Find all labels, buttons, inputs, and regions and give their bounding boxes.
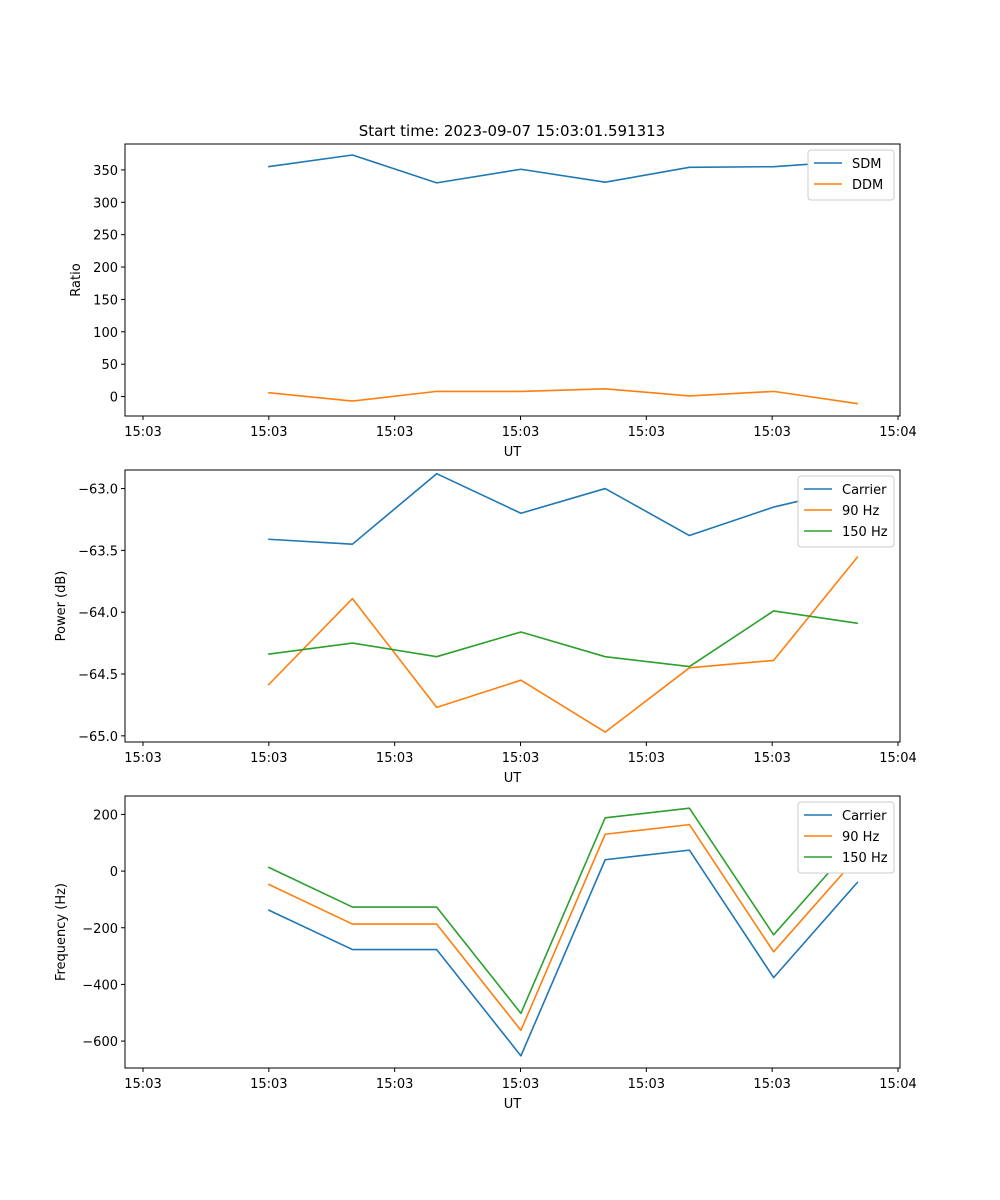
series-line-carrier (268, 472, 859, 545)
x-tick-label: 15:03 (376, 751, 413, 766)
y-tick-label: 150 (93, 293, 118, 308)
legend-label: Carrier (842, 809, 887, 824)
y-tick-label: −600 (82, 1035, 118, 1050)
y-tick-label: −64.5 (78, 668, 118, 683)
series-line-sdm (268, 154, 858, 184)
x-tick-label: 15:03 (502, 751, 539, 766)
x-tick-label: 15:04 (879, 1077, 916, 1092)
x-tick-label: 15:03 (753, 1077, 790, 1092)
x-tick-label: 15:03 (250, 751, 287, 766)
x-axis-label: UT (504, 445, 522, 460)
y-tick-label: 0 (110, 391, 118, 406)
y-tick-label: 200 (93, 808, 118, 823)
legend-box (797, 475, 895, 548)
x-tick-label: 15:04 (879, 425, 916, 440)
series-line-ddm (268, 387, 858, 405)
y-tick-label: −64.0 (78, 606, 118, 621)
y-tick-label: 300 (93, 196, 118, 211)
y-tick-label: −400 (82, 978, 118, 993)
legend-box (797, 801, 895, 874)
x-axis-label: UT (504, 771, 522, 786)
x-axis-label: UT (504, 1097, 522, 1112)
x-tick-label: 15:03 (124, 425, 161, 440)
y-tick-label: 350 (93, 164, 118, 179)
x-tick-label: 15:03 (502, 1077, 539, 1092)
legend-label: Carrier (842, 483, 887, 498)
series-line-90-hz (267, 823, 859, 1032)
series-line-90-hz (267, 556, 859, 733)
plot-frame (124, 795, 901, 1069)
y-tick-label: 250 (93, 229, 118, 244)
frequency-panel: −600 −400 −200 0 200 15:03 15:03 15:03 15:03 15:0… (54, 795, 917, 1112)
y-tick-label: −63.5 (78, 544, 118, 559)
legend-label: 150 Hz (842, 851, 888, 866)
x-tick-label: 15:03 (753, 751, 790, 766)
y-axis-label: Power (dB) (54, 571, 69, 642)
legend-label: DDM (852, 178, 883, 193)
y-axis-label: Frequency (Hz) (54, 883, 69, 981)
x-tick-label: 15:03 (250, 425, 287, 440)
plot-frame (124, 469, 901, 743)
y-tick-label: 100 (93, 326, 118, 341)
x-tick-label: 15:04 (879, 751, 916, 766)
x-tick-label: 15:03 (250, 1077, 287, 1092)
power-panel: −65.0 −64.5 −64.0 −63.5 −63.0 15:03 15:03 15:03… (54, 469, 917, 786)
legend-label: SDM (852, 157, 881, 172)
plot-frame (124, 143, 901, 417)
y-tick-label: −200 (82, 922, 118, 937)
legend-label: 90 Hz (842, 830, 879, 845)
y-tick-label: −63.0 (78, 483, 118, 498)
series-line-150-hz (267, 807, 859, 1015)
y-tick-label: 0 (110, 865, 118, 880)
x-tick-label: 15:03 (376, 425, 413, 440)
y-tick-label: −65.0 (78, 730, 118, 745)
x-tick-label: 15:03 (376, 1077, 413, 1092)
legend-label: 90 Hz (842, 504, 879, 519)
x-tick-label: 15:03 (628, 1077, 665, 1092)
x-tick-label: 15:03 (628, 425, 665, 440)
x-tick-label: 15:03 (502, 425, 539, 440)
x-tick-label: 15:03 (124, 1077, 161, 1092)
series-line-150-hz (268, 610, 858, 668)
x-tick-label: 15:03 (124, 751, 161, 766)
series-line-carrier (267, 849, 859, 1057)
x-tick-label: 15:03 (753, 425, 790, 440)
y-axis-label: Ratio (69, 263, 84, 296)
y-tick-label: 200 (93, 261, 118, 276)
x-tick-label: 15:03 (628, 751, 665, 766)
y-tick-label: 50 (101, 358, 118, 373)
chart-title: Start time: 2023-09-07 15:03:01.591313 (359, 122, 665, 140)
ratio-panel: 0 50 100 150 200 250 300 350 15:03 15:03 15:03 15:0… (69, 143, 917, 460)
legend-label: 150 Hz (842, 525, 888, 540)
